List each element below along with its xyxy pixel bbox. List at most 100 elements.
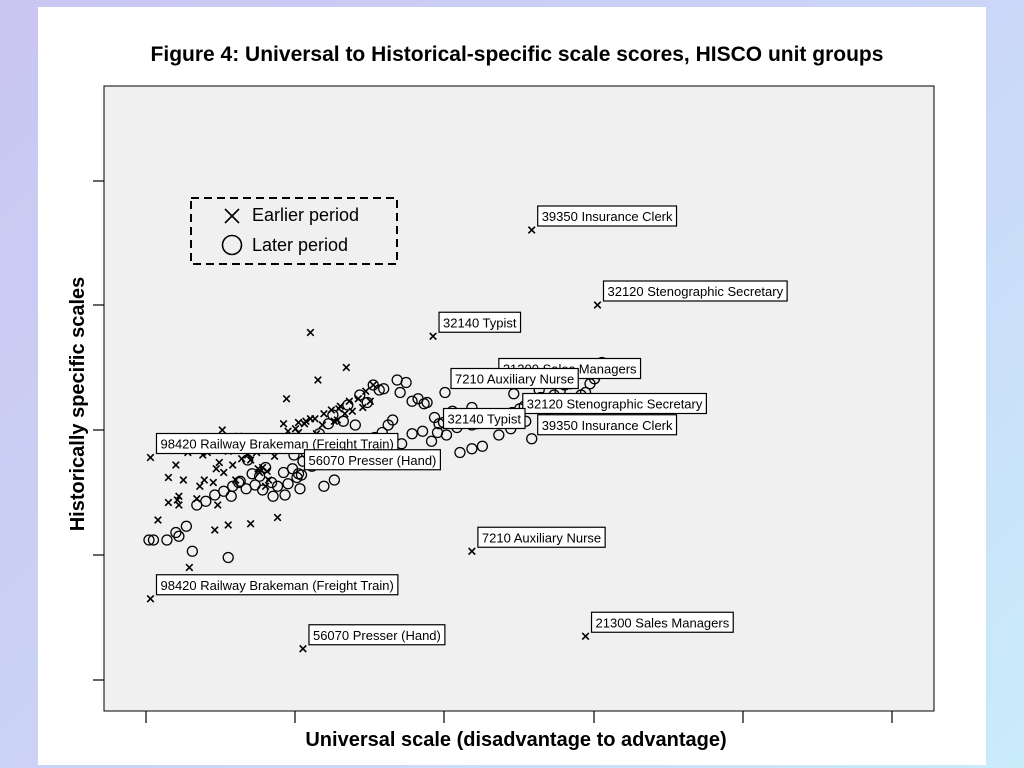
data-point-later	[354, 389, 366, 401]
data-point-later	[454, 446, 466, 459]
data-point-earlier	[294, 418, 303, 427]
data-point-later	[271, 480, 284, 492]
annotated-point-earlier	[581, 632, 590, 641]
annotation-text: 39350 Insurance Clerk	[542, 209, 673, 224]
data-point-later	[425, 435, 438, 447]
data-point-later	[282, 478, 294, 490]
data-point-later	[349, 419, 361, 431]
data-point-earlier	[185, 563, 194, 572]
annotation-text: 56070 Presser (Hand)	[313, 628, 441, 643]
annotation-label: 56070 Presser (Hand)	[303, 449, 441, 471]
annotation-text: 39350 Insurance Clerk	[542, 418, 673, 433]
annotated-point-earlier	[468, 547, 476, 556]
data-point-later	[256, 484, 269, 496]
data-point-later	[173, 530, 185, 542]
data-point-earlier	[263, 467, 271, 476]
data-point-later	[222, 551, 234, 564]
data-point-later	[378, 383, 390, 395]
annotation-label: 56070 Presser (Hand)	[308, 624, 446, 646]
data-point-later	[318, 480, 330, 492]
data-point-earlier	[195, 482, 204, 491]
data-point-later	[267, 490, 279, 502]
data-point-earlier	[164, 473, 173, 482]
slide: Figure 4: Universal to Historical-specif…	[38, 7, 986, 765]
data-point-earlier	[154, 516, 162, 524]
annotation-text: 98420 Railway Brakeman (Freight Train)	[160, 437, 393, 452]
data-point-earlier	[354, 394, 363, 403]
annotated-point-earlier	[146, 594, 155, 603]
data-point-earlier	[210, 526, 219, 534]
data-point-earlier	[172, 461, 180, 469]
data-point-earlier	[282, 394, 291, 403]
data-point-later	[170, 526, 182, 539]
plot-area	[103, 85, 935, 712]
annotation-label: 32140 Typist	[442, 407, 526, 430]
data-point-earlier	[246, 519, 255, 528]
data-point-earlier	[361, 387, 370, 396]
data-point-later	[265, 476, 278, 489]
data-point-later	[147, 534, 160, 546]
data-point-earlier	[291, 424, 300, 433]
data-point-later	[387, 414, 399, 426]
data-point-earlier	[218, 426, 227, 434]
scatter-chart: Figure 4: Universal to Historical-specif…	[67, 43, 935, 751]
data-point-later	[242, 454, 254, 466]
data-point-later	[279, 489, 291, 501]
annotation-text: 21300 Sales Managers	[596, 615, 730, 630]
data-point-later	[373, 384, 385, 396]
data-point-later	[259, 461, 272, 474]
annotation-text: 7210 Auxiliary Nurse	[482, 530, 601, 545]
annotation-text: 7210 Auxiliary Nurse	[455, 372, 574, 387]
data-point-later	[394, 386, 406, 399]
data-point-earlier	[314, 376, 322, 384]
annotated-point-later	[431, 426, 444, 439]
data-point-later	[466, 443, 478, 455]
data-point-earlier	[224, 521, 233, 529]
data-point-earlier	[306, 328, 315, 337]
data-point-later	[225, 490, 237, 502]
annotation-label: 39350 Insurance Clerk	[537, 414, 678, 436]
annotated-point-earlier	[146, 453, 155, 462]
data-point-later	[400, 376, 412, 389]
point-annotations: 39350 Insurance Clerk 32120 Stenographic …	[146, 205, 788, 653]
data-point-later	[406, 395, 418, 407]
annotation-text: 56070 Presser (Hand)	[308, 453, 436, 468]
data-point-later	[186, 545, 198, 557]
data-point-later	[421, 396, 433, 409]
annotation-label: 7210 Auxiliary Nurse	[477, 526, 606, 548]
data-point-later	[233, 476, 245, 489]
data-point-earlier	[173, 496, 182, 504]
data-point-earlier	[320, 409, 328, 418]
legend: Earlier period Later period	[190, 197, 398, 265]
annotation-text: 32120 Stenographic Secretary	[527, 397, 703, 412]
data-point-earlier	[302, 417, 310, 426]
annotation-text: 32140 Typist	[448, 412, 522, 427]
legend-label-earlier: Earlier period	[252, 205, 359, 225]
annotation-label: 21300 Sales Managers	[590, 611, 734, 633]
data-point-later	[327, 409, 339, 421]
data-point-earlier	[209, 478, 218, 487]
data-point-earlier	[311, 414, 319, 423]
data-point-later	[493, 429, 505, 441]
annotation-label: 7210 Auxiliary Nurse	[450, 367, 579, 390]
data-point-earlier	[273, 513, 282, 522]
data-point-earlier	[342, 363, 351, 372]
annotated-point-earlier	[527, 226, 536, 234]
legend-circle-icon	[221, 234, 243, 256]
data-point-later	[322, 418, 335, 430]
legend-label-later: Later period	[252, 235, 348, 255]
data-point-earlier	[215, 458, 224, 467]
data-point-earlier	[179, 476, 188, 484]
data-point-later	[246, 468, 258, 480]
data-point-earlier	[200, 476, 209, 484]
data-point-earlier	[358, 403, 367, 412]
annotation-text: 32120 Stenographic Secretary	[607, 284, 783, 299]
data-point-later	[328, 474, 341, 486]
data-point-earlier	[345, 397, 354, 406]
data-point-later	[416, 425, 429, 437]
data-point-earlier	[279, 419, 288, 428]
data-point-later	[406, 428, 418, 440]
x-axis-label: Universal scale (disadvantage to advanta…	[305, 729, 726, 751]
annotation-label: 98420 Railway Brakeman (Freight Train)	[155, 432, 399, 455]
data-point-later	[337, 415, 349, 427]
